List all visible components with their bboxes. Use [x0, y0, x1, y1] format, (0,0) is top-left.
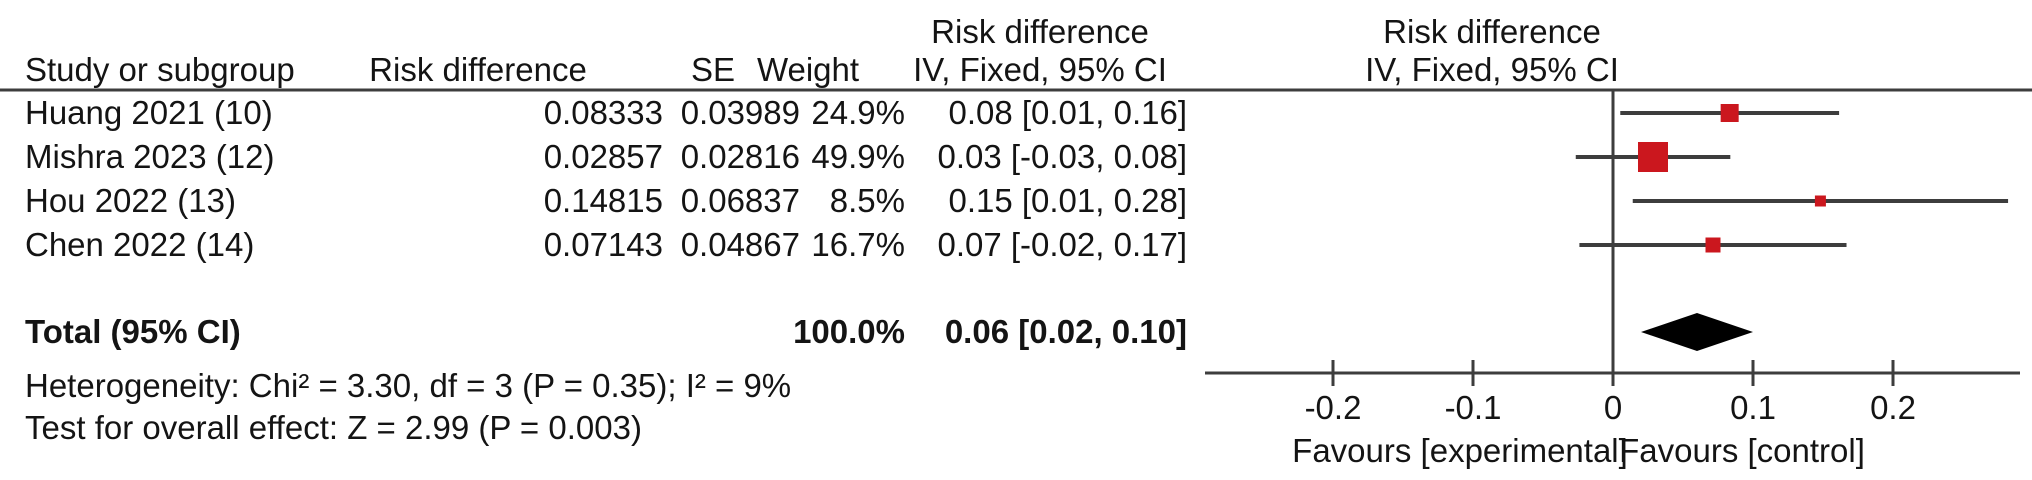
study-label: Huang 2021 (10): [25, 94, 273, 131]
column-header-study: Study or subgroup: [25, 51, 295, 88]
study-ci-text: 0.03 [-0.03, 0.08]: [937, 138, 1187, 175]
total-ci-text: 0.06 [0.02, 0.10]: [944, 313, 1187, 350]
favours-left-label: Favours [experimental]: [1292, 432, 1628, 469]
column-header-se: SE: [690, 51, 735, 88]
effect-square: [1720, 104, 1739, 122]
column-header-risk-difference: Risk difference: [369, 51, 587, 88]
study-weight: 24.9%: [811, 94, 905, 131]
x-tick-label: -0.1: [1445, 389, 1502, 426]
plot-header-line2: IV, Fixed, 95% CI: [1365, 51, 1619, 88]
study-weight: 16.7%: [811, 226, 905, 263]
study-risk-difference: 0.07143: [543, 226, 663, 263]
column-header-weight: Weight: [756, 51, 860, 88]
study-risk-difference: 0.08333: [543, 94, 663, 131]
study-label: Mishra 2023 (12): [25, 138, 275, 175]
study-weight: 49.9%: [811, 138, 905, 175]
effect-square: [1705, 237, 1721, 253]
favours-right-label: Favours [control]: [1619, 432, 1865, 469]
study-se: 0.02816: [680, 138, 800, 175]
heterogeneity-stat: Heterogeneity: Chi² = 3.30, df = 3 (P = …: [25, 367, 792, 404]
study-risk-difference: 0.02857: [543, 138, 663, 175]
column-header-ci-line1: Risk difference: [931, 13, 1149, 50]
effect-square: [1814, 195, 1826, 207]
study-ci-text: 0.07 [-0.02, 0.17]: [937, 226, 1187, 263]
study-se: 0.03989: [680, 94, 800, 131]
x-tick-label: 0: [1604, 389, 1622, 426]
study-se: 0.06837: [680, 182, 800, 219]
study-ci-text: 0.15 [0.01, 0.28]: [948, 182, 1187, 219]
study-se: 0.04867: [680, 226, 800, 263]
total-diamond: [1641, 313, 1753, 351]
study-ci-text: 0.08 [0.01, 0.16]: [948, 94, 1187, 131]
plot-header-line1: Risk difference: [1383, 13, 1601, 50]
overall-effect-stat: Test for overall effect: Z = 2.99 (P = 0…: [25, 409, 642, 446]
column-header-ci-line2: IV, Fixed, 95% CI: [913, 51, 1167, 88]
x-tick-label: 0.1: [1730, 389, 1776, 426]
study-label: Chen 2022 (14): [25, 226, 255, 263]
x-tick-label: 0.2: [1870, 389, 1916, 426]
total-weight: 100.0%: [793, 313, 905, 350]
total-label: Total (95% CI): [25, 313, 241, 350]
study-label: Hou 2022 (13): [25, 182, 236, 219]
study-weight: 8.5%: [829, 182, 905, 219]
study-risk-difference: 0.14815: [543, 182, 663, 219]
x-tick-label: -0.2: [1305, 389, 1362, 426]
effect-square: [1637, 142, 1668, 172]
